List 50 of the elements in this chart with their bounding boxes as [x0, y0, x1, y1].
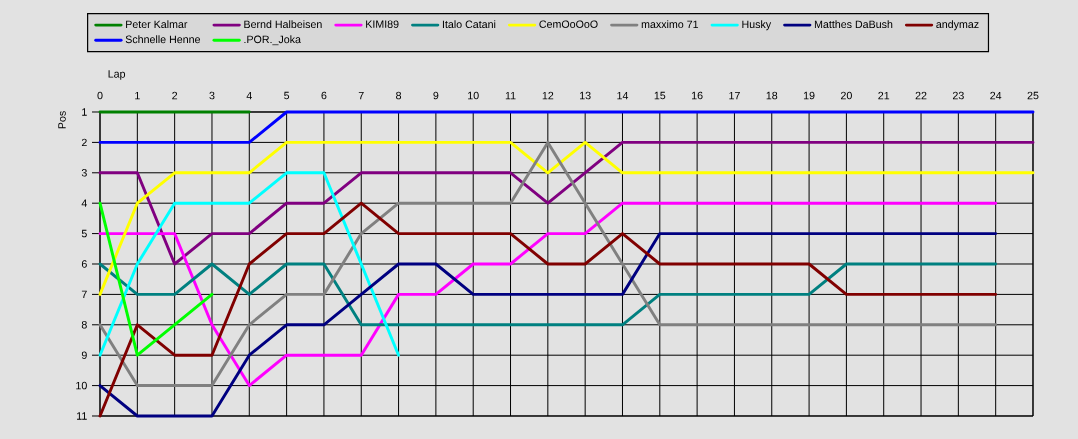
y-tick-label: 2 — [81, 138, 87, 147]
y-tick-label: 9 — [81, 351, 87, 359]
x-tick-label: 14 — [617, 91, 629, 100]
x-tick-label: 5 — [284, 91, 290, 100]
x-tick-label: 21 — [878, 91, 890, 100]
legend-label: Peter Kalmar — [126, 20, 188, 29]
y-tick-label: 1 — [82, 108, 87, 116]
legend-label: maxximo 71 — [641, 20, 699, 29]
x-tick-label: 0 — [97, 91, 103, 100]
x-tick-label: 12 — [542, 91, 554, 100]
legend-label: Bernd Halbeisen — [244, 20, 322, 29]
x-tick-label: 8 — [396, 91, 402, 100]
legend-label: Schnelle Henne — [125, 35, 201, 44]
x-axis-title: Lap — [108, 70, 126, 80]
legend-label: KIMI89 — [366, 20, 399, 28]
x-tick-label: 23 — [952, 91, 964, 100]
y-tick-label: 7 — [81, 290, 87, 299]
x-tick-label: 15 — [654, 91, 666, 100]
legend-label: Husky — [742, 20, 772, 31]
x-tick-label: 10 — [468, 91, 479, 100]
y-tick-label: 6 — [81, 260, 87, 268]
x-tick-label: 11 — [505, 91, 516, 100]
y-tick-label: 3 — [81, 169, 87, 177]
x-tick-label: 9 — [433, 91, 439, 100]
legend-label: .POR._Joka — [244, 35, 301, 46]
x-tick-label: 4 — [246, 91, 252, 100]
legend-label: Italo Catani — [442, 20, 496, 29]
y-tick-label: 11 — [77, 412, 87, 420]
x-tick-label: 22 — [915, 91, 927, 100]
x-tick-label: 24 — [990, 91, 1002, 100]
x-tick-label: 6 — [321, 91, 327, 100]
x-tick-label: 1 — [135, 91, 140, 100]
y-tick-label: 8 — [81, 321, 87, 329]
y-tick-label: 10 — [76, 381, 87, 390]
legend-label: Matthes DaBush — [814, 20, 893, 29]
x-tick-label: 20 — [841, 91, 852, 100]
legend-label: andymaz — [936, 20, 979, 31]
x-tick-label: 25 — [1027, 91, 1039, 100]
y-tick-label: 4 — [81, 199, 87, 207]
y-axis-title: Pos — [58, 111, 66, 129]
x-tick-label: 19 — [803, 91, 815, 100]
x-tick-label: 3 — [209, 91, 215, 100]
x-tick-label: 2 — [172, 91, 178, 100]
x-tick-label: 16 — [692, 91, 703, 100]
legend-label: CemOoOoO — [539, 20, 598, 28]
x-tick-label: 17 — [729, 91, 740, 100]
x-tick-label: 13 — [580, 91, 591, 100]
x-tick-label: 18 — [766, 91, 778, 100]
y-tick-label: 5 — [81, 229, 87, 238]
x-tick-label: 7 — [358, 91, 364, 100]
